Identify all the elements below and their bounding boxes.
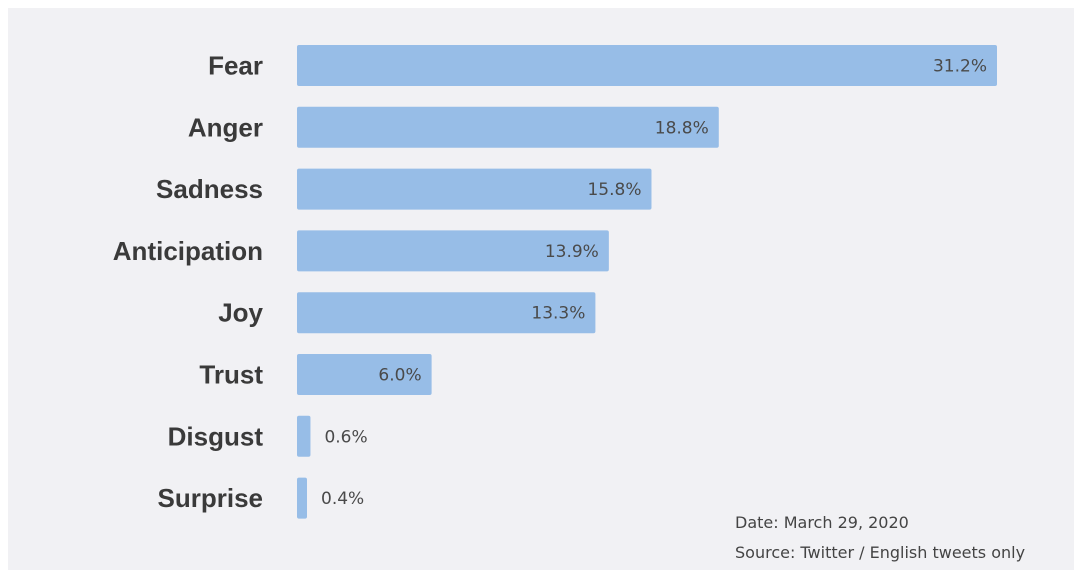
bar-sadness bbox=[297, 168, 652, 210]
category-label-anger: Anger bbox=[188, 112, 263, 142]
value-label-disgust: 0.6% bbox=[324, 427, 367, 447]
bar-anticipation bbox=[297, 230, 609, 272]
category-label-anticipation: Anticipation bbox=[113, 236, 263, 266]
category-label-joy: Joy bbox=[218, 298, 263, 328]
date-note: Date: March 29, 2020 bbox=[735, 513, 909, 532]
value-label-anticipation: 13.9% bbox=[545, 242, 599, 262]
category-label-fear: Fear bbox=[208, 51, 263, 81]
chart-notes: Date: March 29, 2020 Source: Twitter / E… bbox=[735, 508, 1025, 568]
bar-disgust bbox=[297, 415, 311, 457]
value-label-anger: 18.8% bbox=[655, 118, 709, 138]
category-label-sadness: Sadness bbox=[156, 174, 263, 204]
value-label-trust: 6.0% bbox=[378, 366, 421, 386]
chart-panel: Fear 31.2% Anger 18.8% Sadness 15.8% Anticipat… bbox=[8, 8, 1074, 570]
bar-chart: Fear 31.2% Anger 18.8% Sadness 15.8% Anticipat… bbox=[113, 45, 997, 519]
category-label-disgust: Disgust bbox=[168, 421, 264, 451]
category-label-trust: Trust bbox=[199, 360, 263, 390]
value-label-sadness: 15.8% bbox=[587, 180, 641, 200]
value-label-surprise: 0.4% bbox=[321, 489, 364, 509]
bar-joy bbox=[297, 292, 596, 334]
bar-trust bbox=[297, 354, 432, 395]
value-label-joy: 13.3% bbox=[531, 304, 585, 324]
category-label-surprise: Surprise bbox=[158, 483, 264, 513]
bar-anger bbox=[297, 106, 719, 148]
source-note: Source: Twitter / English tweets only bbox=[735, 543, 1026, 562]
value-label-fear: 31.2% bbox=[933, 57, 987, 77]
bar-fear bbox=[297, 45, 997, 86]
bar-surprise bbox=[297, 477, 307, 519]
